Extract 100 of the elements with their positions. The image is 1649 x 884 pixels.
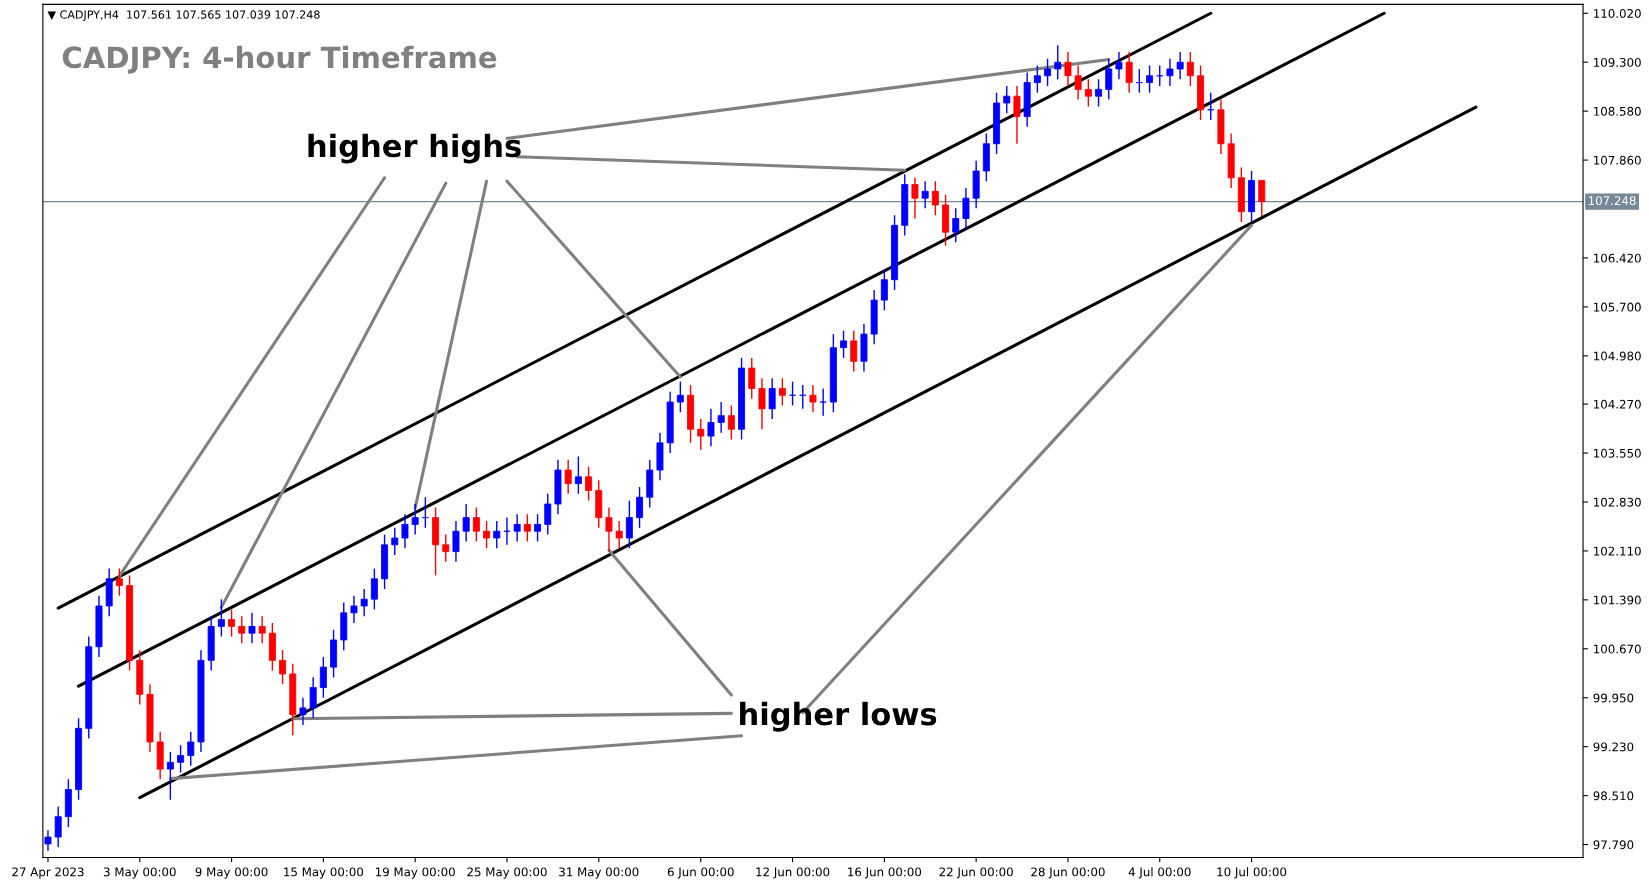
candlestick — [1125, 51, 1133, 94]
candlestick — [1013, 85, 1021, 145]
candlestick — [1095, 78, 1103, 108]
candlestick — [523, 513, 531, 543]
candlestick — [809, 384, 817, 413]
candlestick — [840, 329, 848, 359]
candlestick — [1033, 64, 1041, 94]
y-tick-label: 104.270 — [1594, 399, 1641, 409]
candlestick — [1166, 58, 1174, 87]
candlestick — [727, 404, 735, 441]
candlestick — [44, 829, 52, 852]
candlestick — [411, 503, 419, 536]
candlestick — [778, 377, 786, 407]
x-tick-label: 27 Apr 2023 — [12, 867, 84, 879]
y-tick-label: 102.830 — [1594, 497, 1641, 507]
candlestick — [1146, 64, 1154, 94]
y-tick-label: 99.950 — [1593, 693, 1634, 703]
candlestick — [1054, 44, 1062, 80]
y-tick-label: 102.110 — [1594, 546, 1641, 556]
candlestick — [921, 180, 929, 210]
candlestick — [1084, 78, 1092, 108]
x-tick-label: 28 Jun 00:00 — [1031, 867, 1105, 879]
annotation: higher highs — [308, 133, 521, 164]
candlestick — [544, 493, 552, 536]
candlestick — [401, 513, 409, 549]
candlestick — [217, 598, 225, 638]
candlestick — [911, 177, 919, 220]
candlestick — [707, 408, 715, 447]
candlestick — [452, 520, 460, 563]
y-tick-label: 105.700 — [1594, 302, 1641, 312]
candlestick — [54, 805, 62, 848]
x-tick-label: 6 Jun 00:00 — [667, 867, 734, 879]
candlestick — [574, 455, 582, 495]
ref-line-label: 107.248 — [1588, 196, 1636, 206]
candlestick — [625, 499, 633, 549]
candlestick — [1064, 51, 1072, 87]
candlestick — [493, 520, 501, 549]
y-tick-label: 103.550 — [1594, 448, 1641, 458]
candlestick — [187, 731, 195, 767]
candlestick — [819, 387, 827, 417]
candlestick — [962, 187, 970, 230]
candlestick — [615, 520, 623, 549]
y-tick-label: 101.390 — [1594, 595, 1641, 605]
candlestick — [472, 506, 480, 543]
candlestick — [931, 180, 939, 216]
y-tick-label: 97.790 — [1593, 840, 1634, 850]
candlestick — [1176, 51, 1184, 80]
candlestick — [697, 418, 705, 451]
x-tick-label: 22 Jun 00:00 — [939, 867, 1013, 879]
candlestick — [115, 567, 123, 597]
y-tick-label: 107.860 — [1594, 155, 1641, 165]
candlestick — [636, 486, 644, 529]
candlestick — [1115, 51, 1123, 80]
text: CADJPY: 4-hour Timeframe — [62, 45, 497, 74]
y-tick-label: 110.020 — [1594, 8, 1641, 18]
x-tick-label: 19 May 00:00 — [375, 867, 455, 879]
x-tick-label: 12 Jun 00:00 — [756, 867, 830, 879]
candlestick — [319, 656, 327, 699]
candlestick — [299, 697, 307, 726]
candlestick — [748, 357, 756, 400]
candlestick — [177, 744, 185, 774]
x-tick-label: 15 May 00:00 — [284, 867, 364, 879]
x-tick-label: 10 Jul 00:00 — [1217, 867, 1287, 879]
candlestick — [717, 401, 725, 434]
candlestick — [350, 595, 358, 624]
candlestick — [1003, 85, 1011, 114]
candlestick — [228, 608, 236, 638]
y-tick-label: 104.980 — [1594, 351, 1641, 361]
candlestick — [585, 465, 593, 502]
candlestick — [442, 533, 450, 563]
candlestick — [279, 649, 287, 685]
candlestick — [238, 615, 246, 645]
y-tick-label: 109.300 — [1594, 57, 1641, 67]
candlestick — [758, 377, 766, 430]
x-tick-label: 3 May 00:00 — [103, 867, 176, 879]
candlestick — [258, 615, 266, 645]
candlestick — [1074, 64, 1082, 101]
y-tick-label: 106.420 — [1594, 253, 1641, 263]
candlestick — [360, 588, 368, 617]
y-tick-label: 98.510 — [1593, 791, 1634, 801]
candlestick — [850, 329, 858, 373]
candlestick — [513, 513, 521, 543]
candlestick — [768, 377, 776, 420]
candlestick — [564, 459, 572, 495]
candlestick — [952, 207, 960, 244]
candlestick — [1105, 58, 1113, 101]
candlestick — [370, 567, 378, 611]
candlestick — [1186, 51, 1194, 87]
candlestick — [391, 527, 399, 556]
y-tick-label: 99.230 — [1593, 742, 1634, 752]
candlestick — [248, 612, 256, 645]
candlestick — [1044, 58, 1052, 87]
x-tick-label: 16 Jun 00:00 — [848, 867, 922, 879]
candlestick — [534, 513, 542, 543]
candlestick — [462, 503, 470, 543]
y-tick-label: 100.670 — [1594, 644, 1641, 654]
x-tick-label: 25 May 00:00 — [467, 867, 547, 879]
candlestick — [605, 506, 613, 553]
candlestick — [1258, 179, 1266, 217]
annotation: higher lows — [740, 701, 937, 732]
